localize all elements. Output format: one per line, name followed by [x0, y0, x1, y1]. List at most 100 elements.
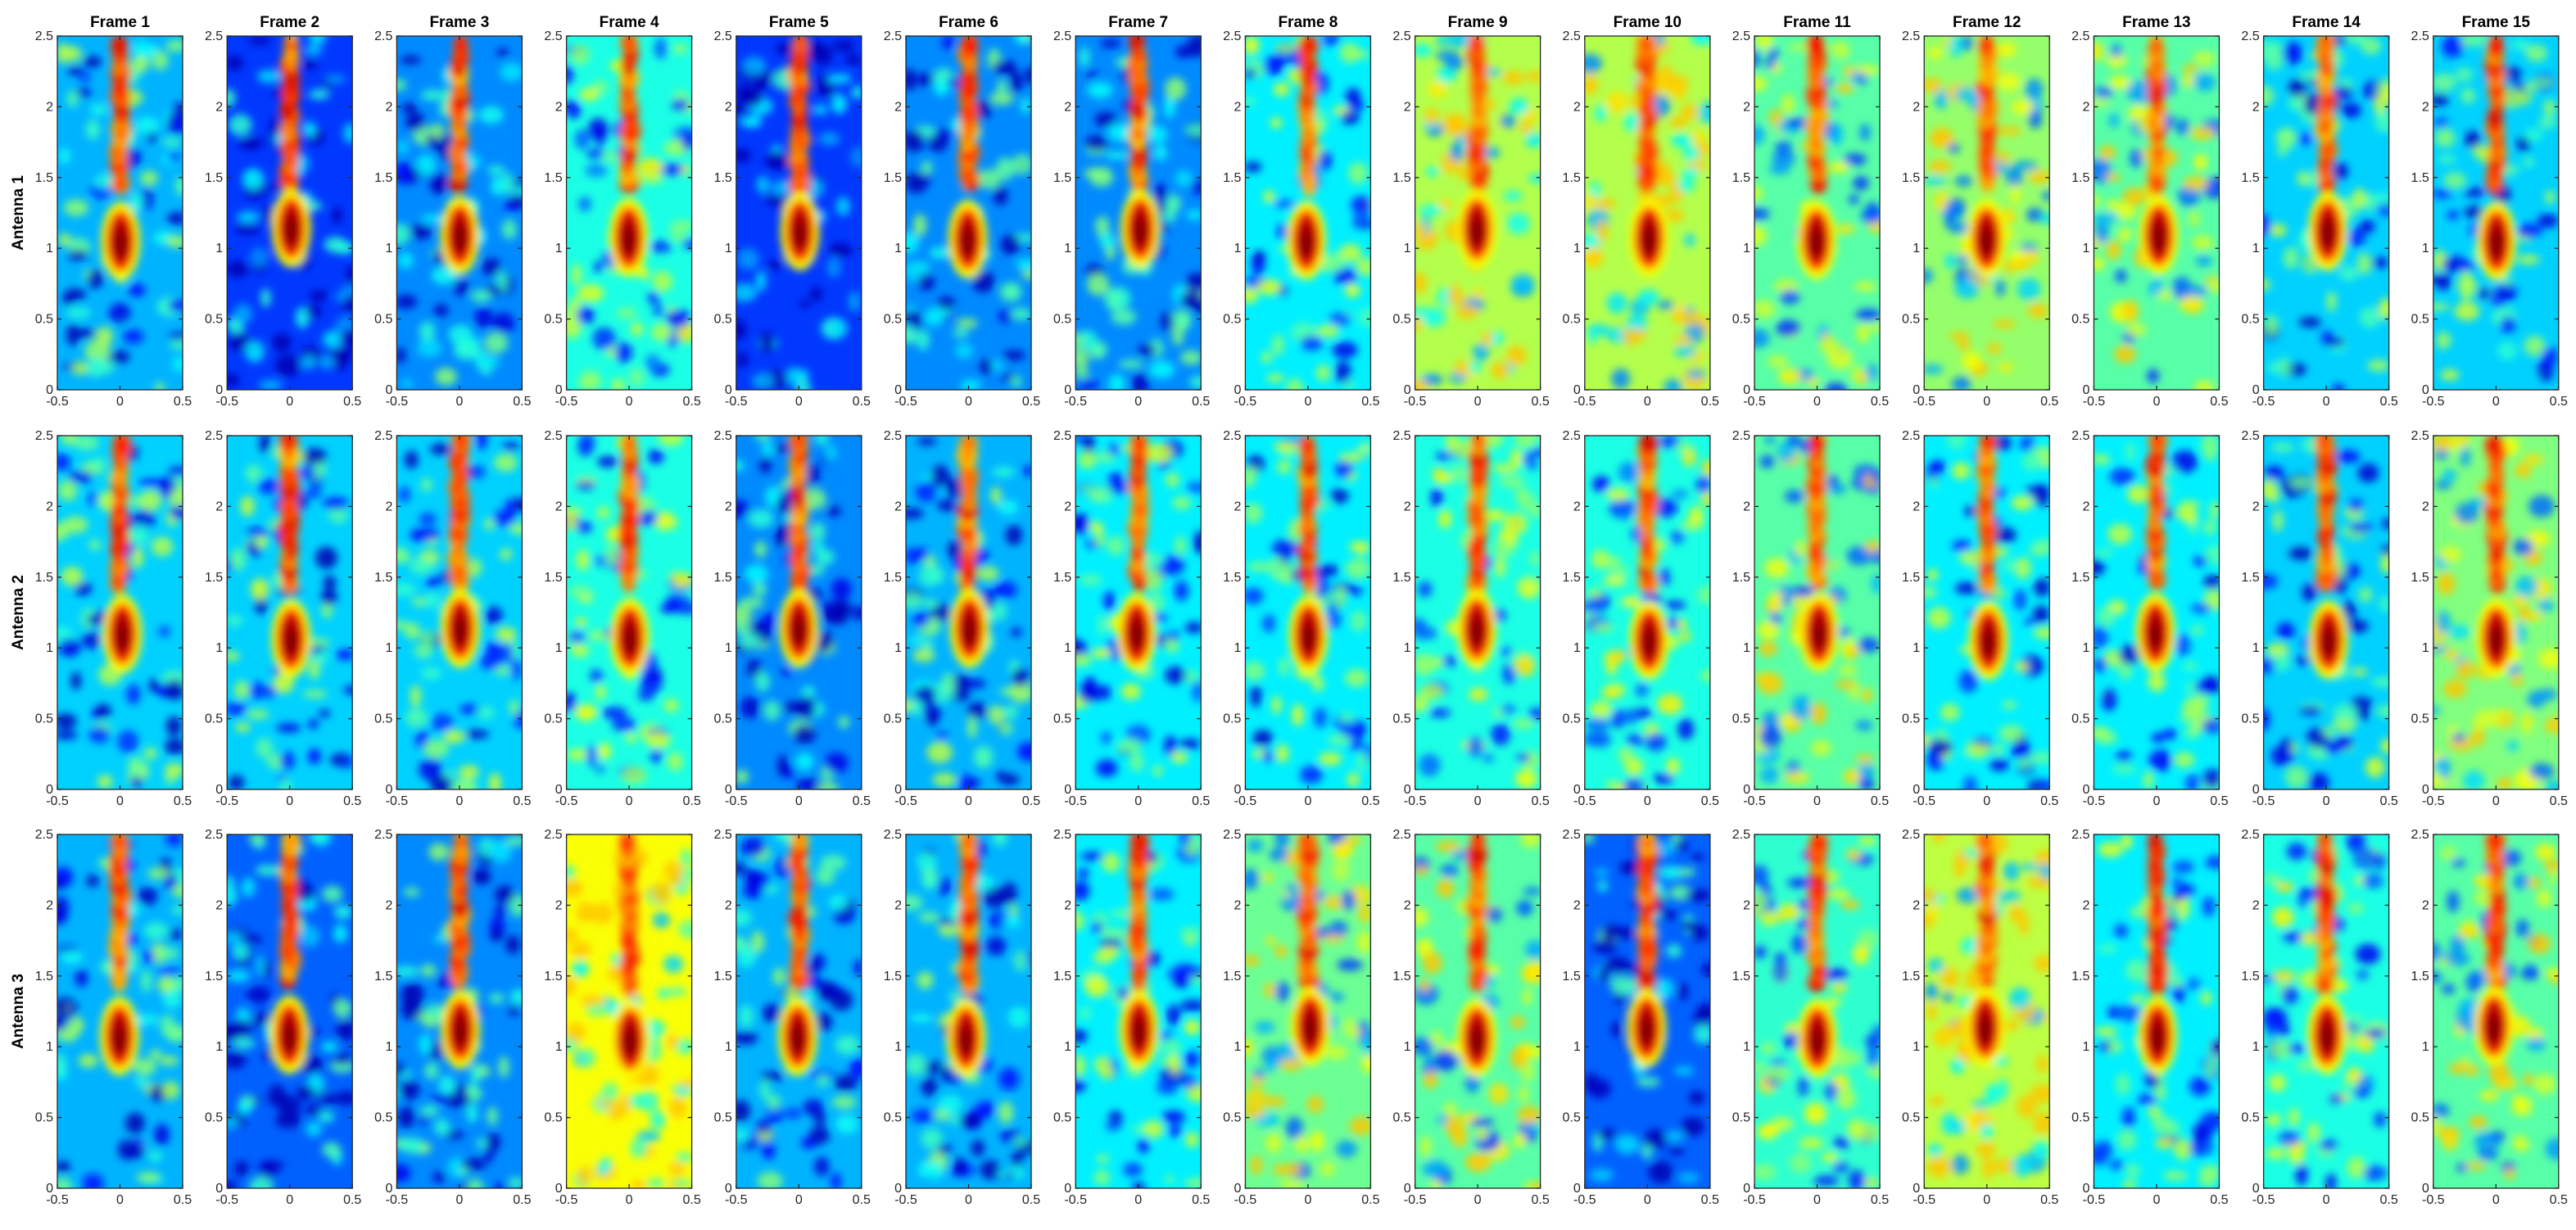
- x-tick-label: -0.5: [1573, 395, 1596, 409]
- y-tick-label: 0: [894, 383, 902, 397]
- heatmap-panel: -0.5 0 0.500.511.522.5: [35, 29, 192, 409]
- x-tick-label: 0: [965, 794, 972, 808]
- y-tick-label: 1.5: [1563, 171, 1581, 185]
- x-tick-label: -0.5: [215, 395, 238, 409]
- y-tick-label: 2.5: [2071, 429, 2089, 443]
- y-tick-label: 1: [1573, 1040, 1581, 1054]
- y-tick-label: 2: [725, 100, 732, 114]
- heatmap-panel: -0.5 0 0.500.511.522.5: [1392, 29, 1549, 409]
- y-tick-label: 0.5: [2071, 313, 2089, 327]
- y-tick-label: 2: [2252, 100, 2260, 114]
- y-tick-label: 1: [555, 1040, 563, 1054]
- x-tick-label: 0: [1983, 794, 1990, 808]
- x-tick-label: 0: [1474, 794, 1482, 808]
- x-tick-label: 0.5: [1871, 794, 1889, 808]
- y-tick-label: 1: [555, 242, 563, 255]
- y-tick-label: 0: [1404, 383, 1411, 397]
- x-tick-label: 0.5: [853, 395, 871, 409]
- heatmap-panel: -0.5 0 0.500.511.522.5: [205, 29, 361, 409]
- heatmap-panel: -0.5 0 0.500.511.522.5: [1053, 429, 1210, 808]
- y-tick-label: 0.5: [1053, 1111, 1071, 1125]
- y-tick-label: 0: [725, 783, 732, 797]
- y-tick-label: 2: [1064, 898, 1071, 912]
- y-tick-label: 1: [2252, 242, 2260, 255]
- y-tick-label: 0: [555, 783, 563, 797]
- y-tick-label: 2: [2082, 500, 2089, 513]
- x-tick-label: -0.5: [1234, 395, 1257, 409]
- y-tick-label: 2: [1743, 100, 1750, 114]
- heatmap-panel: -0.5 0 0.500.511.522.5: [1223, 828, 1379, 1207]
- y-tick-label: 1.5: [35, 171, 53, 185]
- x-tick-label: 0.5: [343, 395, 361, 409]
- y-tick-label: 0.5: [1732, 1111, 1750, 1125]
- y-tick-label: 2.5: [544, 429, 562, 443]
- y-tick-label: 1: [2082, 1040, 2089, 1054]
- x-tick-label: 0.5: [2379, 794, 2397, 808]
- y-tick-label: 0: [215, 1182, 223, 1196]
- y-tick-label: 1.5: [2071, 571, 2089, 585]
- heatmap-panel: -0.5 0 0.500.511.522.5: [2411, 828, 2568, 1207]
- x-tick-label: 0.5: [1871, 395, 1889, 409]
- y-tick-label: 2: [385, 100, 392, 114]
- y-tick-label: 2: [1743, 500, 1750, 513]
- frame-title: Frame 9: [1448, 14, 1508, 31]
- y-tick-label: 0.5: [1902, 1111, 1920, 1125]
- y-tick-label: 1.5: [2411, 571, 2429, 585]
- y-tick-label: 0.5: [1563, 1111, 1581, 1125]
- x-tick-label: -0.5: [386, 794, 409, 808]
- y-tick-label: 0: [725, 1182, 732, 1196]
- y-tick-label: 1.5: [2411, 171, 2429, 185]
- heatmap-panel: -0.5 0 0.500.511.522.5: [884, 29, 1040, 409]
- y-tick-label: 2: [555, 500, 563, 513]
- y-tick-label: 0.5: [544, 1111, 562, 1125]
- y-tick-label: 2.5: [1223, 828, 1241, 842]
- heatmap-panel: -0.5 0 0.500.511.522.5: [2071, 29, 2228, 409]
- y-tick-label: 1: [1234, 242, 1241, 255]
- y-tick-label: 1: [1743, 242, 1750, 255]
- y-tick-label: 2.5: [374, 828, 392, 842]
- y-tick-label: 2.5: [2241, 429, 2259, 443]
- y-tick-label: 0.5: [2411, 712, 2429, 726]
- x-tick-label: 0: [1304, 794, 1311, 808]
- y-tick-label: 0.5: [1392, 313, 1410, 327]
- y-tick-label: 0.5: [714, 1111, 732, 1125]
- y-tick-label: 2: [215, 500, 223, 513]
- x-tick-label: 0.5: [1022, 395, 1040, 409]
- y-tick-label: 2: [894, 100, 902, 114]
- y-tick-label: 1: [1404, 242, 1411, 255]
- x-tick-label: -0.5: [1743, 1193, 1766, 1207]
- y-tick-label: 2: [2422, 898, 2429, 912]
- x-tick-label: 0.5: [1361, 794, 1379, 808]
- y-tick-label: 1.5: [2071, 171, 2089, 185]
- frame-title: Frame 6: [939, 14, 998, 31]
- y-tick-label: 2: [1573, 500, 1581, 513]
- y-tick-label: 0.5: [1392, 1111, 1410, 1125]
- y-tick-label: 2.5: [1392, 429, 1410, 443]
- y-tick-label: 1.5: [544, 571, 562, 585]
- y-tick-label: 0: [894, 1182, 902, 1196]
- x-tick-label: -0.5: [2422, 794, 2445, 808]
- y-tick-label: 0.5: [374, 712, 392, 726]
- frame-title: Frame 15: [2462, 14, 2531, 31]
- y-tick-label: 0.5: [374, 313, 392, 327]
- y-tick-label: 2.5: [714, 29, 732, 43]
- y-tick-label: 0: [385, 783, 392, 797]
- y-tick-label: 2.5: [35, 429, 53, 443]
- y-tick-label: 1.5: [2071, 970, 2089, 984]
- y-tick-label: 1.5: [1392, 970, 1410, 984]
- y-tick-label: 0: [1573, 1182, 1581, 1196]
- frame-title: Frame 12: [1953, 14, 2021, 31]
- y-tick-label: 1.5: [1223, 970, 1241, 984]
- y-tick-label: 1: [385, 1040, 392, 1054]
- y-tick-label: 0.5: [1223, 712, 1241, 726]
- x-tick-label: 0.5: [1361, 395, 1379, 409]
- y-tick-label: 2.5: [2411, 29, 2429, 43]
- x-tick-label: 0: [286, 395, 293, 409]
- y-tick-label: 0: [1404, 783, 1411, 797]
- x-tick-label: 0.5: [2210, 395, 2228, 409]
- y-tick-label: 0: [46, 783, 53, 797]
- heatmap-panel: -0.5 0 0.500.511.522.5: [714, 29, 871, 409]
- x-tick-label: 0: [1134, 794, 1142, 808]
- x-tick-label: 0: [116, 794, 124, 808]
- y-tick-label: 2.5: [374, 429, 392, 443]
